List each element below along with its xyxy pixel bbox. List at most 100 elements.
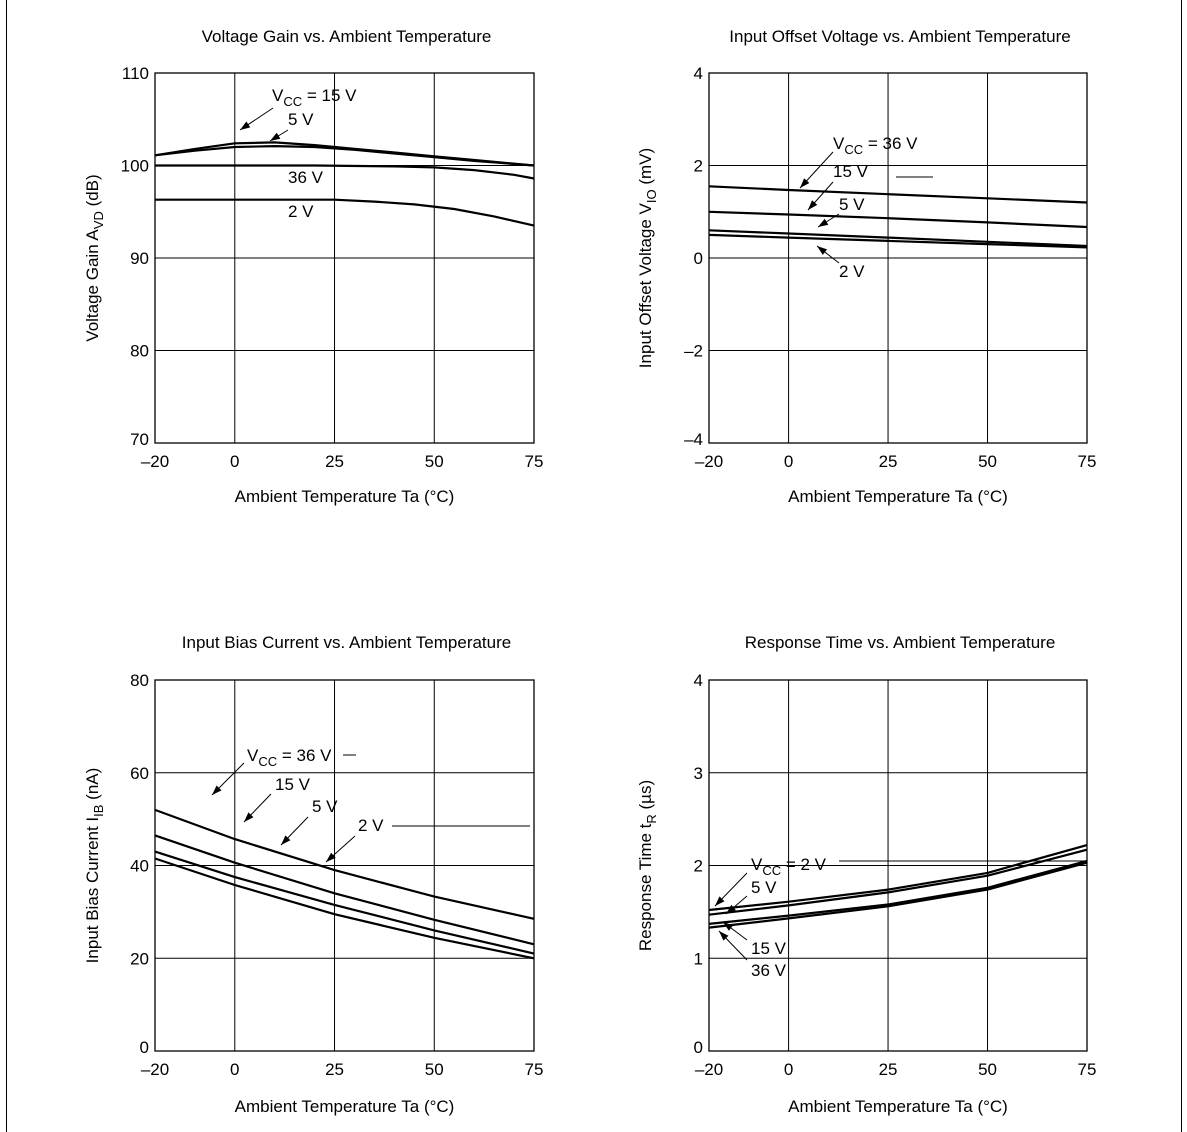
- annotation-arrow-2-head: [281, 835, 291, 845]
- annotation-arrow-1-head: [808, 200, 818, 210]
- y-tick-label: 80: [130, 671, 149, 690]
- series-annotation-3: 2 V: [358, 816, 384, 835]
- annotation-arrow-2-head: [818, 218, 829, 227]
- x-axis-label: Ambient Temperature Ta (°C): [788, 1097, 1008, 1116]
- series-annotation-0: VCC = 36 V: [833, 134, 918, 157]
- x-tick-label: 0: [230, 452, 239, 471]
- response-time-chart: Response Time vs. Ambient Temperature –20…: [636, 633, 1096, 1116]
- y-tick-label: 20: [130, 949, 149, 968]
- plot-area-frame: [708, 72, 1088, 444]
- series-line-3: [708, 233, 1088, 249]
- chart-title: Response Time vs. Ambient Temperature: [745, 633, 1056, 652]
- y-tick-label: 3: [694, 764, 703, 783]
- x-tick-label: 0: [784, 1060, 793, 1079]
- y-axis-label: Input Bias Current IIB (nA): [83, 768, 106, 964]
- series-line-2: [708, 859, 1088, 925]
- y-axis-label: Response Time tR (µs): [636, 780, 659, 951]
- y-tick-label: 40: [130, 857, 149, 876]
- series-annotation-1: 5 V: [288, 110, 314, 129]
- y-axis-label: Input Offset Voltage VIO (mV): [636, 148, 659, 368]
- plot-area-frame: [154, 679, 535, 1052]
- series-annotation-1: 15 V: [275, 775, 311, 794]
- series-line-3: [155, 198, 535, 227]
- series-line-2: [155, 164, 535, 180]
- x-tick-label: 50: [425, 1060, 444, 1079]
- frame-right-border: [1181, 0, 1182, 1132]
- series-line-1: [708, 848, 1088, 916]
- series-annotation-0: VCC = 15 V: [272, 86, 357, 109]
- y-tick-label: 60: [130, 764, 149, 783]
- series-line-0: [708, 844, 1088, 912]
- series-annotation-2: 5 V: [839, 195, 865, 214]
- x-tick-label: 75: [525, 1060, 544, 1079]
- x-tick-label: 25: [325, 452, 344, 471]
- y-tick-label: 2: [694, 157, 703, 176]
- series-line-1: [154, 834, 535, 946]
- series-line-1: [708, 210, 1088, 229]
- x-tick-label: –20: [695, 452, 723, 471]
- frame-left-border: [6, 0, 7, 1132]
- annotation-arrow-0-head: [240, 121, 251, 130]
- series-annotation-3: 2 V: [288, 202, 314, 221]
- plot-area-frame: [708, 679, 1088, 1052]
- series-line-3: [154, 857, 535, 960]
- series-annotation-1: 15 V: [833, 162, 869, 181]
- series-annotation-1: 5 V: [751, 878, 777, 897]
- x-tick-label: –20: [141, 1060, 169, 1079]
- y-tick-label: 80: [130, 342, 149, 361]
- annotation-arrow-1-head: [726, 904, 736, 914]
- series-annotation-2: 36 V: [288, 168, 324, 187]
- x-axis-label: Ambient Temperature Ta (°C): [788, 487, 1008, 506]
- y-tick-label: 70: [130, 430, 149, 449]
- input-bias-current-chart: Input Bias Current vs. Ambient Temperatu…: [83, 633, 543, 1116]
- series-line-2: [154, 850, 535, 955]
- x-tick-label: 0: [230, 1060, 239, 1079]
- chart-title: Input Bias Current vs. Ambient Temperatu…: [182, 633, 511, 652]
- y-tick-label: –4: [684, 430, 703, 449]
- x-tick-label: 25: [879, 1060, 898, 1079]
- annotation-arrow-1-head: [270, 132, 281, 141]
- y-tick-label: 0: [694, 1038, 703, 1057]
- annotation-arrow-3-head: [817, 246, 828, 255]
- voltage-gain-chart: Voltage Gain vs. Ambient Temperature –20 0…: [83, 27, 543, 506]
- series-line-0: [154, 808, 535, 920]
- series-annotation-2: 5 V: [312, 797, 338, 816]
- annotation-arrow-3-head: [719, 931, 729, 941]
- series-annotation-3: 2 V: [839, 262, 865, 281]
- annotation-arrow-3-head: [326, 852, 336, 862]
- x-tick-label: 25: [879, 452, 898, 471]
- series-line-3: [708, 861, 1088, 929]
- y-tick-label: 4: [694, 671, 703, 690]
- annotation-arrow-1-head: [244, 812, 254, 822]
- series-annotation-0: VCC = 2 V: [751, 855, 827, 878]
- annotation-arrow-0-head: [800, 178, 810, 188]
- series-annotation-2: 15 V: [751, 939, 787, 958]
- y-axis-label: Voltage Gain AVD (dB): [83, 174, 106, 341]
- plot-area-frame: [154, 72, 535, 444]
- x-tick-label: 75: [525, 452, 544, 471]
- series-line-1: [154, 145, 535, 167]
- x-tick-label: 0: [784, 452, 793, 471]
- annotation-arrow-0-head: [715, 896, 725, 906]
- y-tick-label: 2: [694, 857, 703, 876]
- x-axis-label: Ambient Temperature Ta (°C): [235, 487, 455, 506]
- series-annotation-0: VCC = 36 V: [247, 746, 332, 769]
- y-tick-label: 0: [694, 249, 703, 268]
- x-tick-label: –20: [695, 1060, 723, 1079]
- x-tick-label: 75: [1078, 1060, 1097, 1079]
- y-tick-label: 110: [122, 64, 149, 83]
- annotation-arrow-2-head: [723, 922, 734, 931]
- x-tick-label: 25: [325, 1060, 344, 1079]
- y-tick-label: 100: [121, 157, 149, 176]
- y-tick-label: 4: [694, 64, 703, 83]
- x-tick-label: 50: [978, 1060, 997, 1079]
- series-line-0: [708, 185, 1088, 204]
- x-tick-label: 50: [978, 452, 997, 471]
- annotation-arrow-0-head: [212, 785, 222, 795]
- x-tick-label: 50: [425, 452, 444, 471]
- series-annotation-3: 36 V: [751, 961, 787, 980]
- y-tick-label: –2: [684, 342, 703, 361]
- series-line-2: [708, 229, 1088, 248]
